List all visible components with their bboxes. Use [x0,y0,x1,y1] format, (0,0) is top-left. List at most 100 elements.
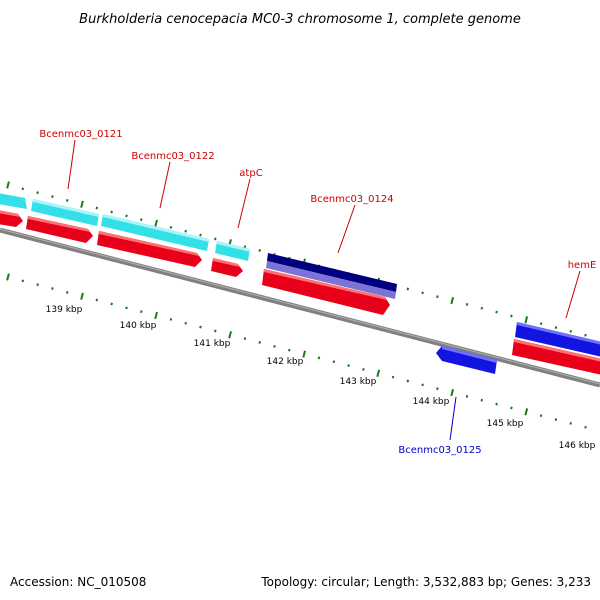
feature-cyan-0122[interactable] [101,214,209,251]
minor-tick [465,302,469,306]
minor-tick [184,321,187,325]
gene-label-0122[interactable]: Bcenmc03_0122 [131,151,214,162]
genome-backbone [0,227,600,388]
minor-tick [273,344,276,348]
minor-tick [317,356,321,360]
major-tick [524,408,529,416]
minor-tick [184,229,187,233]
inner-tick-track [6,273,587,429]
feature-red-atpC[interactable] [211,258,243,277]
minor-tick [169,317,173,321]
minor-tick [214,329,217,333]
gene-label-atpC[interactable]: atpC [239,168,262,179]
minor-tick [36,283,39,287]
feature-red-0120[interactable] [0,210,23,227]
feature-red-hemE[interactable] [512,339,600,375]
feature-navy-0124[interactable] [266,253,397,299]
minor-tick [243,245,247,249]
minor-tick [51,195,54,198]
minor-tick [243,337,247,341]
minor-tick [465,394,469,398]
minor-tick [21,279,25,283]
gene-label-0125[interactable]: Bcenmc03_0125 [398,445,481,456]
minor-tick [125,306,128,310]
major-tick [154,311,158,320]
minor-tick [140,310,143,314]
feature-red-0124[interactable] [262,269,390,315]
minor-tick [406,287,410,291]
feature-red-0121[interactable] [26,216,93,243]
major-tick [376,369,381,377]
scale-label-140: 140 kbp [120,321,157,331]
major-tick [450,388,455,397]
minor-tick [51,287,54,290]
minor-tick [258,341,261,344]
minor-tick [347,364,350,368]
genome-backbone-highlight [0,228,600,385]
label-line-0121 [67,139,76,190]
minor-tick [110,210,113,214]
minor-tick [199,233,202,237]
feature-cyan-atpC[interactable] [215,241,250,261]
feature-red-0122[interactable] [97,231,202,267]
major-tick [80,292,84,300]
minor-tick [539,414,543,418]
label-line-0122 [159,161,171,209]
minor-tick [421,291,424,295]
major-tick [154,219,158,228]
minor-tick [391,375,395,379]
topology-summary-text: Topology: circular; Length: 3,532,883 bp… [260,575,591,589]
scale-label-144: 144 kbp [413,397,450,407]
minor-tick [95,206,99,210]
feature-cyan-0121[interactable] [31,199,99,226]
minor-tick [362,368,365,371]
feature-blue-0125[interactable] [436,346,497,374]
minor-tick [539,322,543,326]
feature-blue-hemE[interactable] [515,322,600,357]
minor-tick [554,326,558,329]
minor-tick [125,214,128,218]
major-tick [450,296,455,305]
minor-tick [436,387,439,391]
minor-tick [65,198,69,202]
minor-tick [110,302,113,306]
gene-label-0121[interactable]: Bcenmc03_0121 [39,129,122,140]
scale-label-139: 139 kbp [46,305,83,315]
minor-tick [510,314,513,318]
minor-tick [332,360,336,364]
feature-cyan-0120[interactable] [0,193,27,209]
minor-tick [436,295,439,299]
scale-label-142: 142 kbp [267,357,304,367]
label-line-atpC [237,178,251,229]
minor-tick [95,298,99,302]
minor-tick [288,348,291,352]
minor-tick [199,325,202,329]
minor-tick [510,406,513,410]
minor-tick [569,421,572,425]
minor-tick [140,218,143,222]
major-tick [80,200,84,208]
minor-tick [569,329,572,333]
minor-tick [480,398,484,402]
major-tick [6,181,10,189]
minor-tick [258,249,261,252]
minor-tick [406,379,410,383]
minor-tick [214,237,217,241]
label-line-0125 [449,396,457,441]
major-tick [6,273,10,281]
map-title: Burkholderia cenocepacia MC0-3 chromosom… [79,12,521,27]
label-line-hemE [565,270,581,319]
minor-tick [65,290,69,294]
gene-label-0124[interactable]: Bcenmc03_0124 [310,194,393,205]
scale-label-141: 141 kbp [194,339,231,349]
minor-tick [554,418,558,421]
accession-text: Accession: NC_010508 [10,575,146,589]
scale-label-143: 143 kbp [340,377,377,387]
minor-tick [21,187,25,191]
minor-tick [584,333,587,337]
gene-label-hemE[interactable]: hemE [568,260,597,271]
scale-label-145: 145 kbp [487,419,524,429]
minor-tick [421,383,424,387]
minor-tick [169,225,173,229]
